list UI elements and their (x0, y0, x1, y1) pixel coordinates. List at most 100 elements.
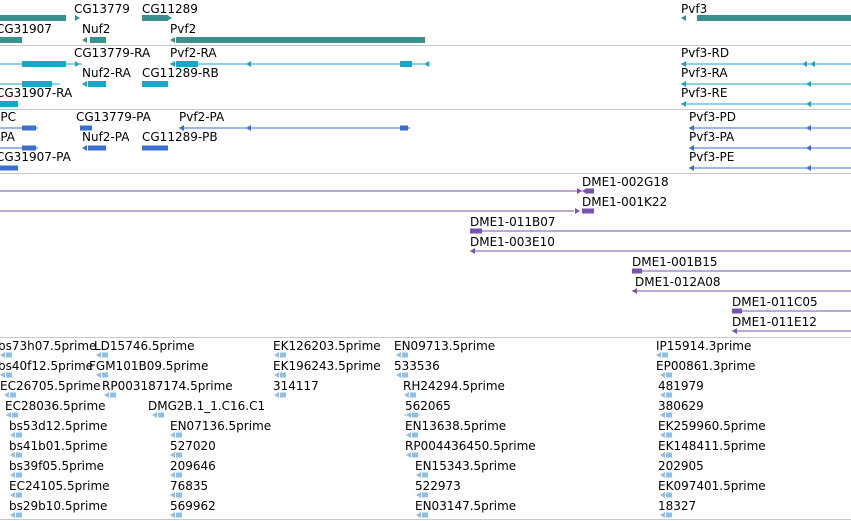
est-feature[interactable] (274, 352, 279, 358)
est-label[interactable]: EK126203.5prime (273, 339, 381, 353)
est-feature[interactable] (410, 392, 416, 398)
est-feature[interactable] (4, 392, 9, 398)
est-label[interactable]: EN15343.5prime (415, 459, 517, 473)
est-feature[interactable] (416, 512, 421, 518)
protein-feature[interactable] (689, 145, 694, 151)
est-feature[interactable] (412, 452, 418, 458)
gene-feature[interactable] (90, 37, 106, 43)
transcript-label[interactable]: CG13779-RA (74, 46, 151, 60)
est-feature[interactable] (660, 452, 665, 458)
protein-label[interactable]: CG31907-PA (0, 150, 71, 164)
protein-feature[interactable] (80, 125, 92, 131)
est-feature[interactable] (660, 432, 665, 438)
est-feature[interactable] (10, 392, 16, 398)
clone-label[interactable]: DME1-011B07 (470, 215, 556, 229)
est-label[interactable]: 522973 (415, 479, 461, 493)
est-label[interactable]: 18327 (658, 499, 697, 513)
est-feature[interactable] (412, 432, 418, 438)
protein-feature[interactable] (806, 165, 811, 171)
gene-label[interactable]: CG31907 (0, 22, 52, 36)
protein-feature[interactable] (179, 125, 184, 131)
est-feature[interactable] (406, 452, 411, 458)
est-label[interactable]: RH24294.5prime (403, 379, 505, 393)
est-feature[interactable] (102, 372, 108, 378)
est-feature[interactable] (12, 412, 18, 418)
transcript-label[interactable]: Pvf2-RA (170, 46, 217, 60)
est-label[interactable]: 209646 (170, 459, 216, 473)
gene-feature[interactable] (82, 37, 87, 43)
est-label[interactable]: 562065 (405, 399, 451, 413)
est-feature[interactable] (666, 512, 672, 518)
est-label[interactable]: EN09713.5prime (394, 339, 496, 353)
est-feature[interactable] (416, 472, 421, 478)
transcript-feature[interactable] (681, 61, 686, 67)
est-feature[interactable] (404, 392, 409, 398)
gene-feature[interactable] (75, 15, 80, 21)
est-feature[interactable] (660, 372, 665, 378)
est-feature[interactable] (110, 392, 116, 398)
est-label[interactable]: 76835 (170, 479, 209, 493)
est-feature[interactable] (666, 432, 672, 438)
est-feature[interactable] (176, 512, 182, 518)
est-label[interactable]: bs39f05.5prime (9, 459, 105, 473)
transcript-label[interactable]: Nuf2-RA (82, 66, 131, 80)
protein-label[interactable]: Pvf2-PA (179, 110, 225, 124)
est-feature[interactable] (158, 412, 164, 418)
est-feature[interactable] (96, 352, 101, 358)
gene-feature[interactable] (0, 15, 66, 21)
est-feature[interactable] (402, 352, 408, 358)
gene-label[interactable]: Pvf3 (681, 2, 708, 16)
clone-label[interactable]: DME1-011C05 (732, 295, 818, 309)
est-feature[interactable] (6, 412, 11, 418)
protein-feature[interactable] (22, 145, 36, 151)
est-feature[interactable] (422, 492, 428, 498)
clone-feature[interactable] (732, 328, 737, 334)
est-label[interactable]: EK196243.5prime (273, 359, 381, 373)
clone-feature[interactable] (632, 288, 637, 294)
est-feature[interactable] (666, 452, 672, 458)
transcript-feature[interactable] (75, 61, 80, 67)
est-feature[interactable] (16, 512, 22, 518)
est-feature[interactable] (416, 492, 421, 498)
est-label[interactable]: IP15914.3prime (656, 339, 752, 353)
est-feature[interactable] (402, 372, 408, 378)
transcript-label[interactable]: CG11289-RB (142, 66, 219, 80)
transcript-feature[interactable] (22, 81, 52, 87)
est-label[interactable]: EN03147.5prime (415, 499, 517, 513)
clone-feature[interactable] (470, 228, 482, 234)
est-label[interactable]: EC28036.5prime (5, 399, 106, 413)
est-feature[interactable] (396, 352, 401, 358)
protein-feature[interactable] (0, 165, 18, 171)
transcript-feature[interactable] (246, 61, 251, 67)
transcript-feature[interactable] (22, 61, 66, 67)
est-label[interactable]: 314117 (273, 379, 319, 393)
est-feature[interactable] (660, 492, 665, 498)
protein-label[interactable]: Pvf3-PD (689, 110, 737, 124)
est-label[interactable]: FGM101B09.5prime (89, 359, 209, 373)
est-feature[interactable] (170, 472, 175, 478)
transcript-feature[interactable] (152, 81, 157, 87)
clone-feature[interactable] (586, 188, 594, 194)
est-feature[interactable] (170, 452, 175, 458)
est-label[interactable]: DMG2B.1_1.C16.C1 (148, 399, 266, 413)
protein-feature[interactable] (88, 145, 106, 151)
est-feature[interactable] (152, 412, 157, 418)
est-feature[interactable] (176, 432, 182, 438)
transcript-feature[interactable] (806, 81, 811, 87)
est-feature[interactable] (10, 492, 15, 498)
est-feature[interactable] (96, 372, 101, 378)
est-feature[interactable] (0, 372, 5, 378)
clone-label[interactable]: DME1-001K22 (582, 195, 668, 209)
transcript-feature[interactable] (0, 101, 18, 107)
clone-label[interactable]: DME1-012A08 (635, 275, 721, 289)
est-label[interactable]: EK097401.5prime (658, 479, 766, 493)
protein-label[interactable]: -PA (0, 130, 16, 144)
clone-feature[interactable] (582, 188, 587, 194)
est-label[interactable]: 481979 (658, 379, 704, 393)
gene-feature[interactable] (697, 15, 851, 21)
protein-label[interactable]: -PC (0, 110, 16, 124)
est-feature[interactable] (10, 452, 15, 458)
est-label[interactable]: RP004436450.5prime (405, 439, 536, 453)
est-feature[interactable] (280, 372, 286, 378)
clone-label[interactable]: DME1-011E12 (732, 315, 817, 329)
